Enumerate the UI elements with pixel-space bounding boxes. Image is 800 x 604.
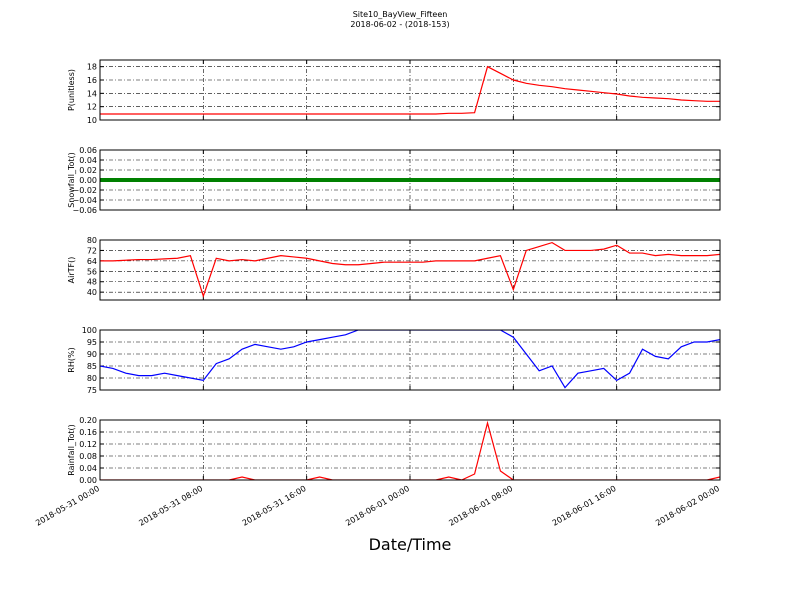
y-tick-label: 0.12: [79, 440, 97, 449]
y-tick-label: 10: [87, 116, 97, 125]
y-tick-label: 90: [87, 350, 97, 359]
y-tick-label: 75: [87, 386, 97, 395]
y-tick-label: 95: [87, 338, 97, 347]
x-tick-label: 2018-05-31 00:00: [34, 484, 101, 528]
y-tick-label: −0.06: [72, 206, 97, 215]
panel-frame: [99, 329, 721, 391]
y-tick-label: 56: [87, 267, 97, 276]
data-line: [100, 241, 720, 299]
x-tick-label: 2018-06-02 00:00: [654, 484, 721, 528]
y-tick-label: −0.02: [72, 186, 97, 195]
data-line: [100, 65, 720, 115]
y-tick-label: 85: [87, 362, 97, 371]
y-axis-label: P(unitless): [67, 69, 76, 111]
x-tick-label: 2018-05-31 16:00: [241, 484, 308, 528]
y-tick-label: 64: [87, 257, 97, 266]
y-tick-label: 80: [87, 236, 97, 245]
y-tick-label: 0.20: [79, 416, 97, 425]
x-tick-label: 2018-05-31 08:00: [137, 484, 204, 528]
y-tick-label: 0.16: [79, 428, 97, 437]
y-tick-label: 0.02: [79, 166, 97, 175]
y-tick-label: 100: [82, 326, 97, 335]
panel-frame: [99, 239, 721, 301]
y-axis-label: RH(%): [67, 347, 76, 372]
y-tick-label: 0.00: [79, 476, 97, 485]
x-tick-label: 2018-06-01 08:00: [447, 484, 514, 528]
y-tick-label: −0.04: [72, 196, 97, 205]
y-tick-label: 12: [87, 103, 97, 112]
y-tick-label: 14: [87, 89, 97, 98]
y-axis-label: Rainfall_Tot(): [67, 424, 76, 476]
y-tick-label: 48: [87, 278, 97, 287]
y-tick-label: 72: [87, 246, 97, 255]
y-axis-label: Snowfall_Tot(): [67, 152, 76, 208]
y-tick-label: 80: [87, 374, 97, 383]
panel-frame: [99, 59, 721, 121]
data-line: [100, 330, 720, 389]
y-tick-label: 0.08: [79, 452, 97, 461]
y-tick-label: 0.04: [79, 156, 97, 165]
panel-frame: [99, 419, 721, 481]
chart-subtitle: 2018-06-02 - (2018-153): [350, 20, 449, 29]
y-tick-label: 0.00: [79, 176, 97, 185]
x-tick-label: 2018-06-01 00:00: [344, 484, 411, 528]
y-tick-label: 0.04: [79, 464, 97, 473]
x-axis-label: Date/Time: [369, 535, 452, 554]
panel-frame: [99, 149, 721, 211]
chart-title: Site10_BayView_Fifteen: [353, 10, 448, 19]
y-axis-label: AirTF(): [67, 257, 76, 284]
y-tick-label: 0.06: [79, 146, 97, 155]
y-tick-label: 40: [87, 288, 97, 297]
y-tick-label: 18: [87, 63, 97, 72]
x-tick-label: 2018-06-01 16:00: [551, 484, 618, 528]
y-tick-label: 16: [87, 76, 97, 85]
